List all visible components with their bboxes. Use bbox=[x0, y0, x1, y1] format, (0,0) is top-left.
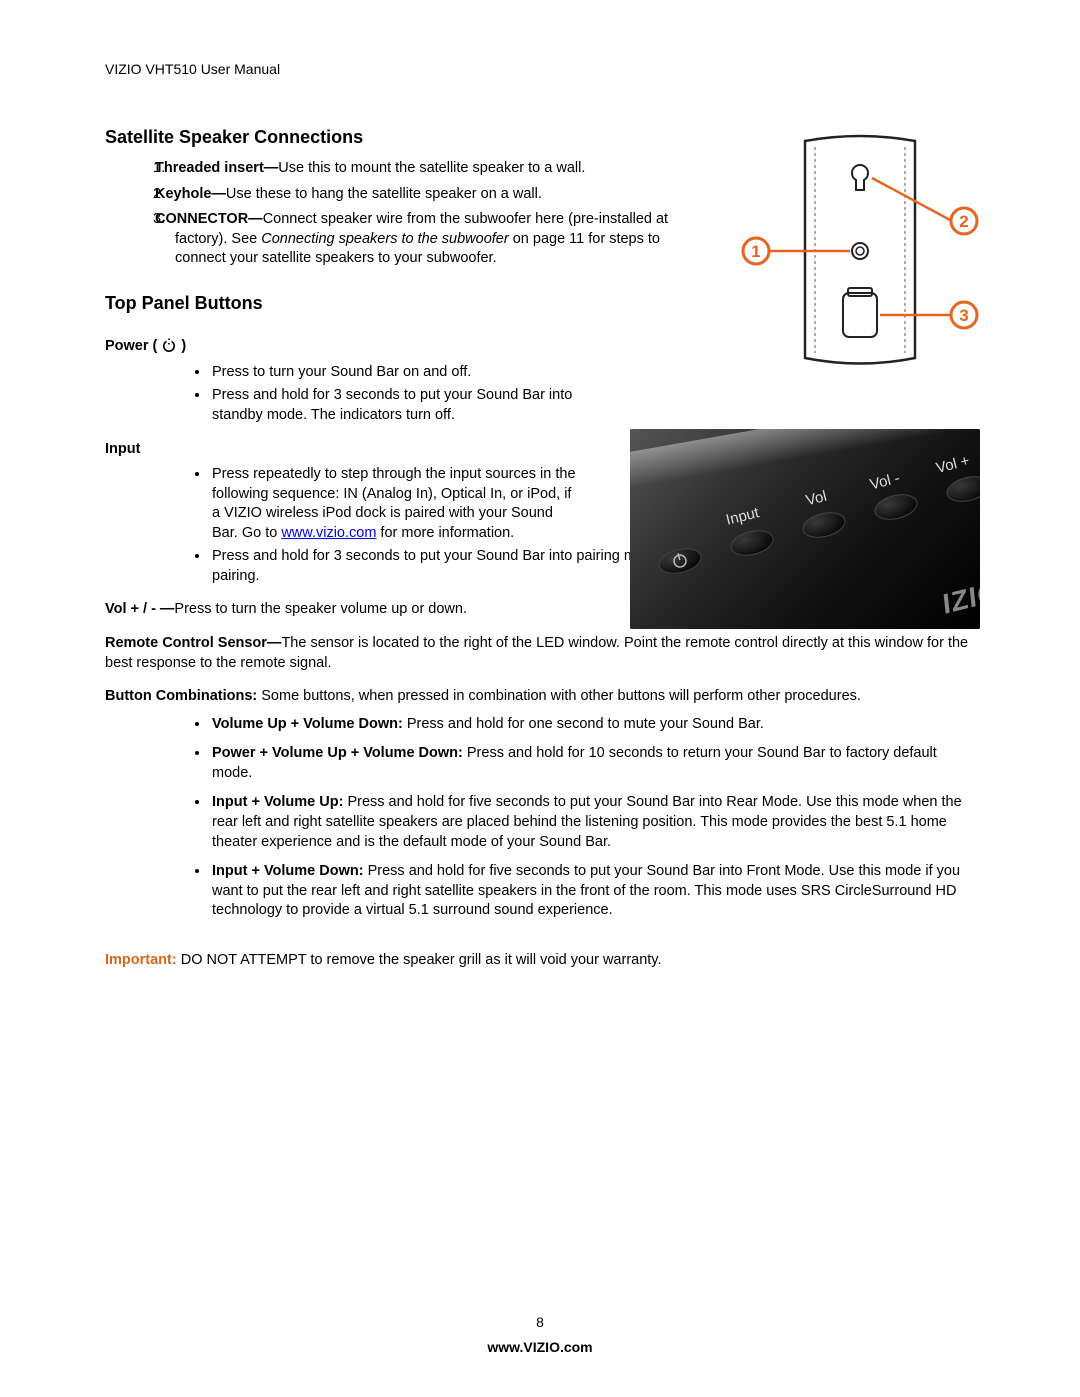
list-item: Volume Up + Volume Down: Press and hold … bbox=[210, 715, 980, 735]
page-footer: 8 www.VIZIO.com bbox=[0, 1313, 1080, 1357]
power-icon bbox=[161, 341, 177, 357]
footer-url: www.VIZIO.com bbox=[0, 1338, 1080, 1357]
callout-2: 2 bbox=[959, 212, 968, 231]
list-item: Power + Volume Up + Volume Down: Press a… bbox=[210, 744, 980, 783]
callout-1: 1 bbox=[751, 242, 760, 261]
list-item: Input + Volume Up: Press and hold for fi… bbox=[210, 793, 980, 852]
callout-3: 3 bbox=[959, 306, 968, 325]
page-header: VIZIO VHT510 User Manual bbox=[105, 60, 980, 79]
page-number: 8 bbox=[0, 1313, 1080, 1332]
remote-para: Remote Control Sensor—The sensor is loca… bbox=[105, 634, 980, 673]
vizio-link[interactable]: www.vizio.com bbox=[281, 525, 376, 541]
important-note: Important: DO NOT ATTEMPT to remove the … bbox=[105, 951, 980, 971]
list-item: Press and hold for 3 seconds to put your… bbox=[210, 386, 980, 425]
list-item: Input + Volume Down: Press and hold for … bbox=[210, 862, 980, 921]
combo-intro: Button Combinations: Some buttons, when … bbox=[105, 687, 980, 707]
combo-list: Volume Up + Volume Down: Press and hold … bbox=[105, 715, 980, 921]
soundbar-photo: Input Vol Vol - Vol + IZIO bbox=[630, 429, 980, 629]
speaker-diagram: 1 2 3 bbox=[730, 133, 980, 373]
